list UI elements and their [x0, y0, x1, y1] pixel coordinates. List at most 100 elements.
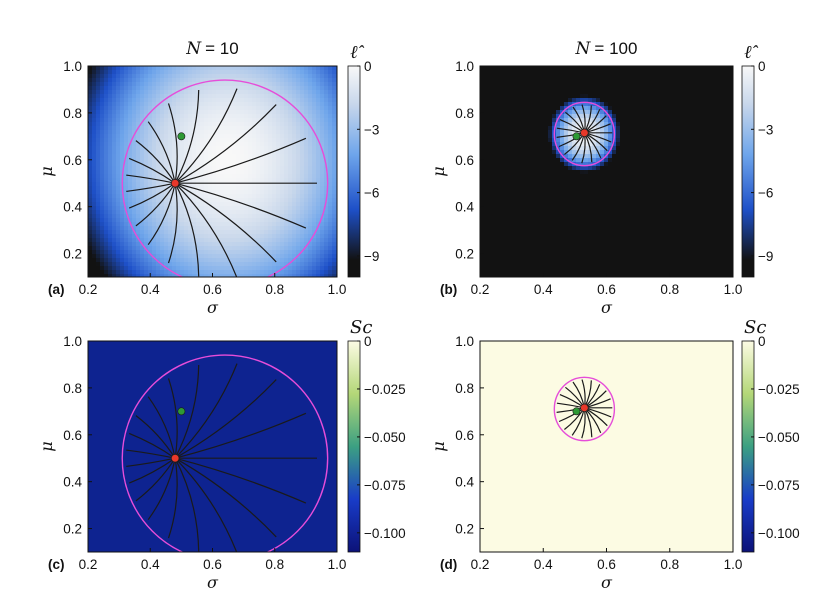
heatmap-cell: [552, 178, 557, 183]
heatmap-cell: [320, 198, 325, 203]
heatmap-cell: [296, 246, 301, 251]
heatmap-cell: [300, 122, 305, 127]
heatmap-cell: [148, 218, 153, 223]
heatmap-cell: [332, 254, 337, 259]
heatmap-cell: [208, 106, 213, 111]
heatmap-cell: [316, 118, 321, 123]
heatmap-cell: [112, 222, 117, 227]
heatmap-cell: [172, 154, 177, 159]
heatmap-cell: [136, 242, 141, 247]
heatmap-field: [88, 66, 337, 277]
heatmap-cell: [556, 74, 561, 79]
heatmap-cell: [132, 242, 137, 247]
heatmap-cell: [264, 90, 269, 95]
heatmap-cell: [144, 118, 149, 123]
heatmap-cell: [284, 186, 289, 191]
heatmap-cell: [228, 190, 233, 195]
heatmap-cell: [332, 94, 337, 99]
heatmap-cell: [544, 94, 549, 99]
heatmap-cell: [128, 198, 133, 203]
heatmap-cell: [92, 150, 97, 155]
heatmap-cell: [308, 218, 313, 223]
heatmap-cell: [200, 182, 205, 187]
heatmap-cell: [272, 186, 277, 191]
heatmap-cell: [100, 82, 105, 87]
heatmap-cell: [192, 166, 197, 171]
heatmap-cell: [488, 210, 493, 215]
heatmap-cell: [100, 250, 105, 255]
heatmap-cell: [504, 158, 509, 163]
heatmap-cell: [492, 122, 497, 127]
heatmap-cell: [240, 86, 245, 91]
heatmap-cell: [284, 198, 289, 203]
heatmap-cell: [304, 262, 309, 267]
heatmap-cell: [104, 118, 109, 123]
heatmap-cell: [100, 262, 105, 267]
heatmap-cell: [228, 154, 233, 159]
heatmap-cell: [120, 210, 125, 215]
heatmap-cell: [156, 242, 161, 247]
heatmap-cell: [564, 90, 569, 95]
heatmap-cell: [324, 126, 329, 131]
heatmap-cell: [480, 134, 485, 139]
heatmap-cell: [184, 274, 189, 277]
heatmap-cell: [120, 150, 125, 155]
heatmap-cell: [312, 170, 317, 175]
heatmap-cell: [304, 266, 309, 271]
heatmap-cell: [152, 230, 157, 235]
heatmap-cell: [596, 154, 601, 159]
heatmap-cell: [184, 258, 189, 263]
heatmap-cell: [232, 66, 237, 71]
heatmap-cell: [308, 70, 313, 75]
heatmap-cell: [528, 230, 533, 235]
heatmap-cell: [588, 194, 593, 199]
heatmap-cell: [580, 234, 585, 239]
heatmap-cell: [304, 110, 309, 115]
heatmap-cell: [284, 122, 289, 127]
heatmap-cell: [500, 222, 505, 227]
heatmap-cell: [92, 154, 97, 159]
heatmap-cell: [560, 66, 565, 71]
heatmap-cell: [256, 78, 261, 83]
heatmap-cell: [316, 254, 321, 259]
heatmap-cell: [184, 154, 189, 159]
heatmap-cell: [576, 98, 581, 103]
heatmap-cell: [584, 158, 589, 163]
heatmap-cell: [188, 242, 193, 247]
heatmap-cell: [528, 146, 533, 151]
heatmap-cell: [252, 222, 257, 227]
heatmap-cell: [176, 222, 181, 227]
heatmap-cell: [532, 70, 537, 75]
heatmap-cell: [276, 234, 281, 239]
heatmap-cell: [180, 222, 185, 227]
heatmap-cell: [304, 102, 309, 107]
heatmap-cell: [488, 238, 493, 243]
heatmap-cell: [92, 106, 97, 111]
heatmap-cell: [160, 74, 165, 79]
heatmap-cell: [512, 86, 517, 91]
heatmap-cell: [236, 202, 241, 207]
heatmap-cell: [244, 226, 249, 231]
heatmap-cell: [484, 246, 489, 251]
heatmap-cell: [480, 166, 485, 171]
heatmap-cell: [216, 130, 221, 135]
heatmap-cell: [568, 210, 573, 215]
heatmap-cell: [192, 74, 197, 79]
heatmap-cell: [124, 174, 129, 179]
heatmap-cell: [504, 130, 509, 135]
heatmap-cell: [580, 106, 585, 111]
heatmap-cell: [112, 250, 117, 255]
heatmap-cell: [212, 222, 217, 227]
heatmap-cell: [112, 270, 117, 275]
heatmap-cell: [124, 114, 129, 119]
heatmap-cell: [548, 110, 553, 115]
heatmap-cell: [552, 86, 557, 91]
heatmap-cell: [160, 162, 165, 167]
heatmap-cell: [160, 138, 165, 143]
heatmap-cell: [124, 106, 129, 111]
heatmap-cell: [592, 138, 597, 143]
heatmap-cell: [92, 182, 97, 187]
heatmap-cell: [200, 78, 205, 83]
heatmap-cell: [540, 142, 545, 147]
heatmap-cell: [492, 118, 497, 123]
